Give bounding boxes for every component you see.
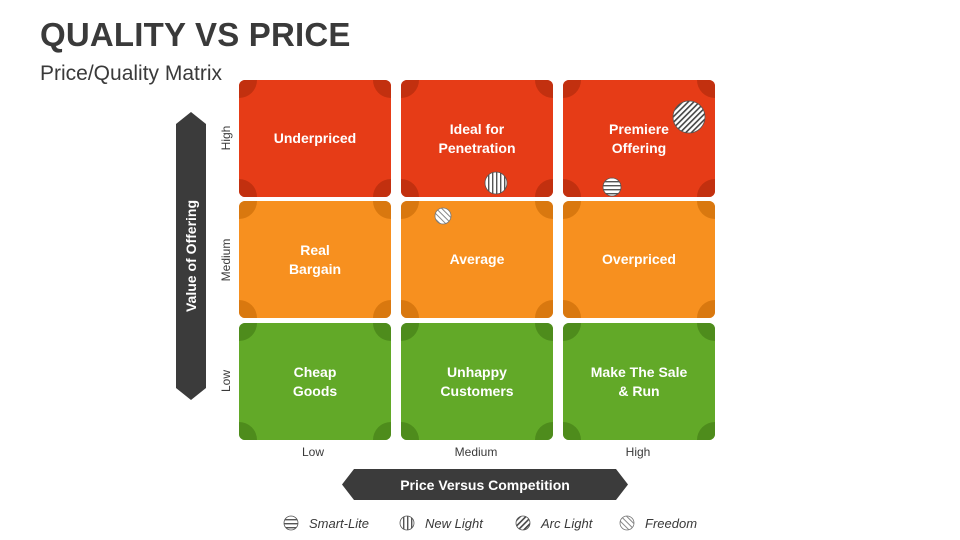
page-subtitle: Price/Quality Matrix <box>40 62 223 85</box>
arc-light-marker-icon <box>672 100 706 134</box>
matrix-cell-cheap-goods: Cheap Goods <box>239 323 391 440</box>
cell-text: Make The Sale & Run <box>590 363 688 399</box>
legend-item-freedom: Freedom <box>619 515 697 531</box>
vertical-stripes-icon <box>399 515 415 531</box>
matrix-cell-unhappy-customers: Unhappy Customers <box>401 323 553 440</box>
x-axis-arrow <box>342 469 628 500</box>
matrix-cell-overpriced: Overpriced <box>563 201 715 318</box>
diagonal-stripes-icon <box>515 515 531 531</box>
new-light-marker-icon <box>484 171 508 195</box>
cell-text: Average <box>449 251 505 267</box>
col-label-low: Low <box>301 445 325 459</box>
col-label-high: High <box>625 445 651 459</box>
cell-text: Overpriced <box>602 251 676 267</box>
cell-text: Cheap Goods <box>292 363 338 399</box>
legend-label: Freedom <box>645 515 698 531</box>
legend-item-arc-light: Arc Light <box>515 515 592 531</box>
matrix-cell-premiere-offering: Premiere Offering <box>563 80 715 197</box>
matrix-cell-real-bargain: Real Bargain <box>239 201 391 318</box>
row-label-medium: Medium <box>219 238 233 282</box>
matrix-cell-average: Average <box>401 201 553 318</box>
freedom-marker-icon <box>434 207 452 225</box>
x-axis-label: Price Versus Competition <box>400 477 570 493</box>
cell-text: Underpriced <box>273 130 357 146</box>
row-label-low: Low <box>219 369 233 393</box>
legend-label: Arc Light <box>541 515 593 531</box>
cell-text: Ideal for Penetration <box>438 120 516 156</box>
matrix-cell-ideal-for-penetration: Ideal for Penetration <box>401 80 553 197</box>
legend-label: New Light <box>425 515 483 531</box>
diagonal-stripes-light-icon <box>619 515 635 531</box>
legend-label: Smart-Lite <box>309 515 369 531</box>
cell-text: Premiere Offering <box>609 120 669 156</box>
horizontal-stripes-icon <box>283 515 299 531</box>
cell-text: Real Bargain <box>288 241 342 277</box>
y-axis-label: Value of Offering <box>183 199 199 313</box>
col-label-medium: Medium <box>454 445 498 459</box>
smart-lite-marker-icon <box>602 177 622 197</box>
row-label-high: High <box>219 125 233 151</box>
matrix-cell-underpriced: Underpriced <box>239 80 391 197</box>
matrix-cell-make-the-sale-and-run: Make The Sale & Run <box>563 323 715 440</box>
legend-item-new-light: New Light <box>399 515 483 531</box>
y-axis-arrow <box>176 112 206 400</box>
legend-item-smart-lite: Smart-Lite <box>283 515 369 531</box>
cell-text: Unhappy Customers <box>440 363 514 399</box>
page-title: QUALITY VS PRICE <box>40 16 351 53</box>
